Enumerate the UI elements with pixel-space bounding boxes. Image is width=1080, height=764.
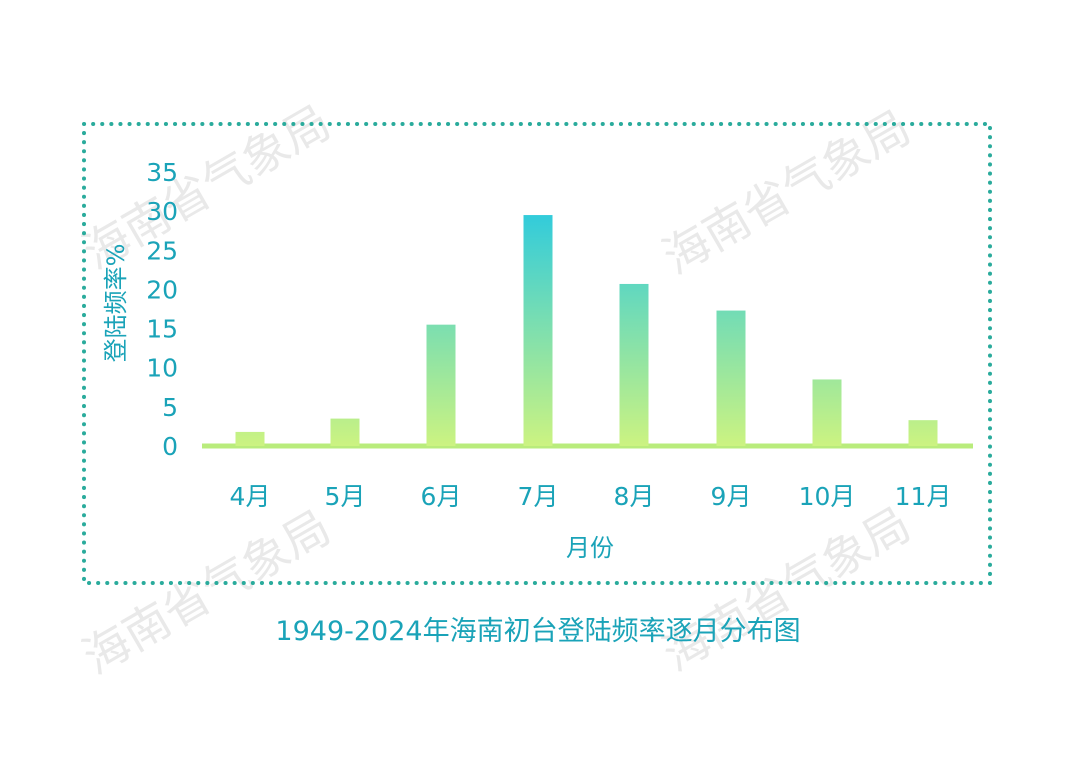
watermark-group: 海南省气象局 海南省气象局 海南省气象局 海南省气象局 [74,95,920,685]
bar [235,431,265,446]
x-tick-label: 6月 [421,482,462,511]
chart-caption: 1949-2024年海南初台登陆频率逐月分布图 [275,616,800,647]
bar [908,420,938,446]
y-tick-label: 5 [162,393,178,422]
bar [426,324,456,446]
x-tick-label: 7月 [518,482,559,511]
y-axis-title: 登陆频率% [102,244,130,363]
chart-frame [82,122,992,585]
y-tick-label: 15 [146,315,178,344]
bar [812,379,842,446]
bar [716,310,746,446]
x-tick-label: 11月 [895,482,952,511]
watermark: 海南省气象局 [654,497,920,682]
bar [330,418,360,446]
watermark: 海南省气象局 [654,100,920,285]
y-tick-label: 20 [146,275,178,304]
bar [523,215,553,446]
bar [619,283,649,446]
y-tick-label: 10 [146,354,178,383]
x-tick-labels: 4月 5月 6月 7月 8月 9月 10月 11月 [230,482,952,511]
x-tick-label: 9月 [711,482,752,511]
watermark: 海南省气象局 [74,500,340,685]
x-tick-label: 8月 [614,482,655,511]
x-tick-label: 4月 [230,482,271,511]
x-tick-label: 5月 [325,482,366,511]
y-tick-label: 0 [162,432,178,461]
x-axis-title: 月份 [566,534,614,562]
y-tick-label: 30 [146,197,178,226]
y-tick-label: 35 [146,158,178,187]
y-tick-labels: 0 5 10 15 20 25 30 35 [146,158,178,461]
y-tick-label: 25 [146,236,178,265]
x-tick-label: 10月 [799,482,856,511]
bars [235,215,938,446]
